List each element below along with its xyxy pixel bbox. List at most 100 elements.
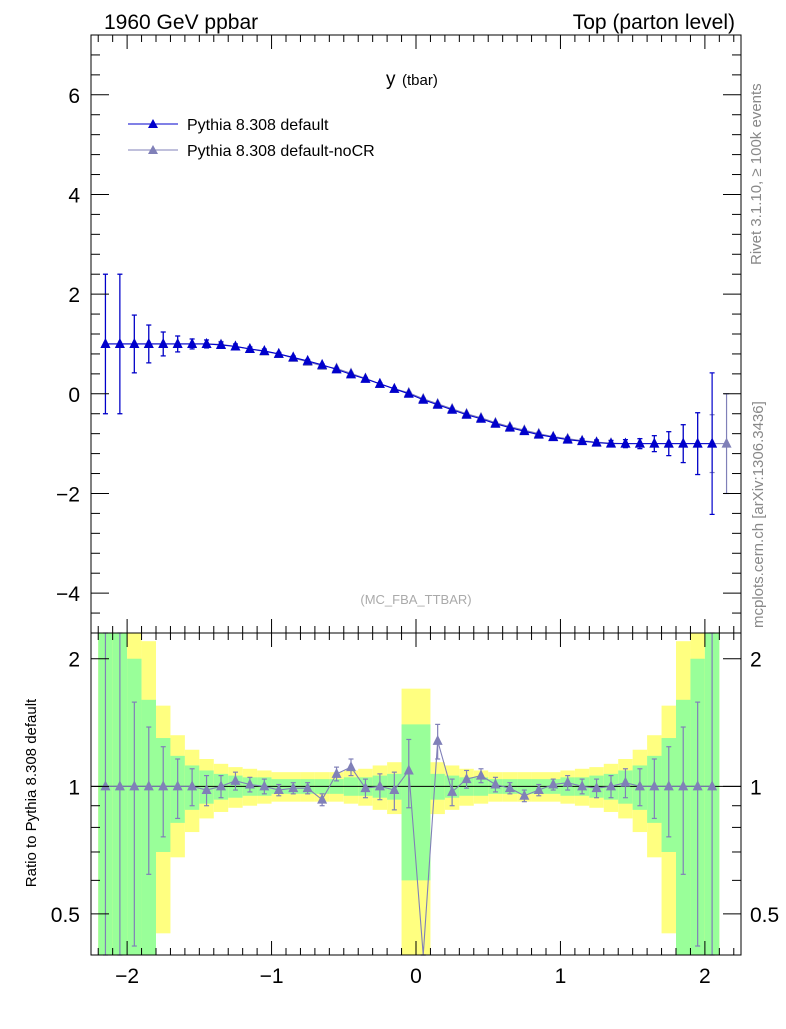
data-point (374, 377, 385, 388)
rivet-side-label: Rivet 3.1.10, ≥ 100k events (748, 83, 765, 265)
ratio-point (606, 780, 616, 791)
data-point (562, 433, 573, 444)
data-point (129, 337, 140, 348)
data-point (548, 431, 559, 442)
data-point (432, 398, 443, 409)
data-point (259, 344, 270, 355)
ratio-point (259, 780, 270, 791)
x-tick-label: 1 (555, 965, 567, 988)
data-point (172, 337, 183, 348)
ratio-ylabel: Ratio to Pythia 8.308 default (23, 698, 40, 887)
data-point (649, 437, 660, 448)
ratio-point (620, 776, 631, 787)
data-point (187, 337, 198, 348)
ratio-point (100, 780, 111, 791)
legend-marker-nocr (148, 145, 158, 154)
y-tick-label: −2 (56, 483, 80, 506)
ratio-point (447, 785, 458, 796)
x-tick-label: 2 (699, 965, 711, 988)
data-point (244, 342, 255, 353)
data-point (403, 387, 414, 398)
ratio-point (476, 769, 486, 780)
ratio-point (143, 780, 154, 791)
data-point (201, 337, 212, 348)
ratio-point (591, 782, 602, 793)
main-panel: −4 −2 0 2 4 6 (56, 34, 742, 634)
analysis-watermark: (MC_FBA_TTBAR) (360, 592, 471, 607)
ratio-point (533, 784, 544, 795)
ratio-point (360, 782, 371, 793)
ratio-y-tick-label-right: 2 (750, 649, 762, 672)
data-point (721, 437, 732, 448)
data-point (634, 437, 645, 448)
data-point (447, 403, 458, 414)
ratio-point (490, 778, 501, 789)
ratio-y-tick-label-left: 0.5 (51, 904, 80, 927)
data-point (663, 437, 674, 448)
ratio-point (634, 780, 645, 791)
data-point (317, 358, 328, 369)
legend: Pythia 8.308 default Pythia 8.308 defaul… (128, 117, 375, 160)
data-point (230, 340, 241, 351)
x-tick-label: −2 (115, 965, 139, 988)
data-point (288, 351, 299, 362)
data-point (606, 437, 616, 448)
ratio-point (331, 767, 342, 778)
ratio-point (201, 784, 212, 795)
ratio-point (374, 780, 385, 791)
data-point (273, 347, 284, 358)
data-point (533, 428, 544, 439)
ratio-point (216, 780, 226, 791)
y-tick-label: −4 (56, 583, 80, 606)
ratio-point (389, 784, 400, 795)
data-point (504, 421, 515, 432)
ratio-point (114, 780, 125, 791)
ratio-point (129, 780, 140, 791)
x-tick-label: 0 (410, 965, 422, 988)
ratio-point (548, 778, 559, 789)
data-point (692, 437, 703, 448)
band-green (416, 724, 431, 881)
data-point (678, 437, 689, 448)
data-point (114, 337, 125, 348)
data-point (331, 363, 342, 374)
x-tick-label: −1 (260, 965, 284, 988)
ratio-point (577, 780, 588, 791)
data-point (143, 337, 154, 348)
legend-marker-default (148, 119, 158, 128)
ratio-point (172, 780, 183, 791)
y-tick-label: 6 (68, 85, 80, 108)
ratio-point (158, 780, 169, 791)
y-tick-label: 2 (68, 284, 80, 307)
data-point (620, 437, 631, 448)
data-point (302, 354, 313, 365)
ratio-point (317, 793, 328, 804)
legend-label-default: Pythia 8.308 default (187, 117, 329, 134)
data-point (591, 436, 602, 447)
ratio-panel: −2 −1 0 1 2 0.5 0.5 1 1 2 2 (51, 632, 779, 988)
data-point (490, 417, 501, 428)
mcplots-side-label: mcplots.cern.ch [arXiv:1306.3436] (750, 401, 767, 628)
ratio-point (692, 780, 703, 791)
legend-label-nocr: Pythia 8.308 default-noCR (187, 143, 375, 160)
ratio-y-tick-label-right: 0.5 (750, 904, 779, 927)
ratio-point (346, 761, 356, 772)
ratio-point (663, 780, 674, 791)
ratio-point (187, 780, 198, 791)
ratio-point (562, 776, 573, 787)
ratio-point (504, 782, 515, 793)
data-point (389, 382, 400, 393)
data-point (476, 412, 486, 423)
data-point (519, 425, 530, 436)
ratio-y-tick-label-right: 1 (750, 776, 762, 799)
data-point (346, 368, 356, 379)
data-point (418, 393, 429, 404)
data-point (707, 437, 718, 448)
ratio-y-tick-label-left: 2 (68, 649, 80, 672)
ratio-point (519, 789, 530, 800)
y-tick-label: 0 (68, 384, 80, 407)
header-right: Top (parton level) (573, 11, 735, 34)
ratio-y-tick-label-left: 1 (68, 776, 80, 799)
ratio-point (403, 764, 414, 775)
